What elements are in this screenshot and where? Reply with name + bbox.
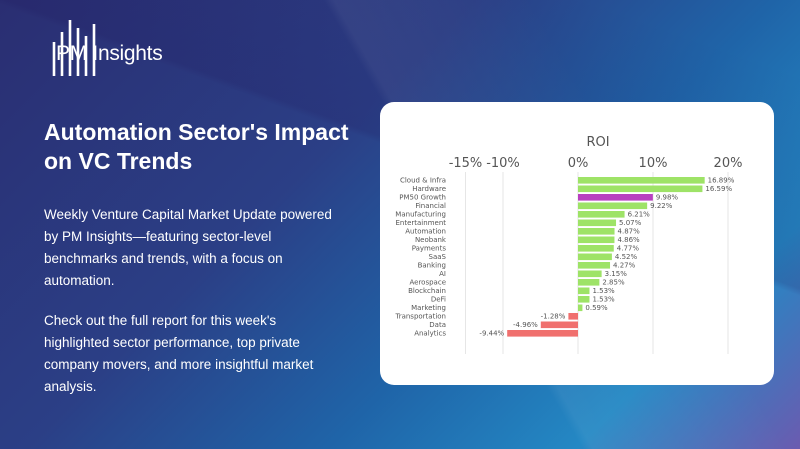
value-label: 1.53% <box>592 296 615 304</box>
category-label: DeFi <box>431 296 446 304</box>
category-label: Analytics <box>414 330 446 338</box>
bar <box>578 177 705 184</box>
brand-mark-icon <box>52 20 96 76</box>
bar <box>578 228 615 235</box>
value-label: 4.27% <box>613 262 636 270</box>
bar <box>578 270 602 278</box>
value-label: 5.07% <box>619 219 642 227</box>
value-label: -4.96% <box>513 321 538 329</box>
value-label: 4.77% <box>617 245 640 253</box>
bar <box>578 279 600 286</box>
value-label: 6.21% <box>628 211 651 219</box>
cta-paragraph: Check out the full report for this week'… <box>44 313 314 394</box>
brand-name: PM Insights <box>56 42 163 65</box>
bar <box>578 194 653 201</box>
page-title: Automation Sector's Impact on VC Trends <box>44 119 349 174</box>
category-label: Transportation <box>394 313 446 321</box>
bar <box>578 185 703 193</box>
category-label: Financial <box>415 202 446 210</box>
value-label: 16.89% <box>708 177 735 185</box>
bar <box>578 236 615 244</box>
category-label: Payments <box>412 245 447 253</box>
value-label: 9.22% <box>650 202 673 210</box>
tick-label: 10% <box>639 156 668 171</box>
bar <box>578 219 617 227</box>
category-label: Cloud & Infra <box>400 177 446 185</box>
value-label: 4.52% <box>615 253 638 261</box>
category-label: Data <box>429 321 446 329</box>
category-label: Blockchain <box>408 287 446 295</box>
tick-label: -15% <box>449 156 483 171</box>
brand-logo <box>52 18 312 78</box>
value-label: 4.86% <box>617 236 640 244</box>
bar <box>578 202 648 210</box>
bar <box>578 304 583 312</box>
bar <box>578 245 614 252</box>
roi-bar-chart: ROI -15% -10% 0% 10% 20% Cloud & InfraHardwa… <box>394 135 743 354</box>
category-label: Marketing <box>411 304 446 312</box>
category-label: Aerospace <box>409 279 446 287</box>
bar <box>578 211 625 218</box>
category-label: Neobank <box>415 236 447 244</box>
bar <box>578 262 611 269</box>
chart-card: ROI -15% -10% 0% 10% 20% Cloud & Infra Hardwa… <box>380 102 774 385</box>
axis-title: ROI <box>586 135 609 150</box>
category-label: AI <box>439 270 446 278</box>
category-label: SaaS <box>429 253 447 261</box>
category-label: Manufacturing <box>395 211 446 219</box>
category-label: Hardware <box>412 185 446 193</box>
description-paragraph: Weekly Venture Capital Market Update pow… <box>44 207 332 288</box>
value-label: 3.15% <box>605 270 628 278</box>
category-label: Automation <box>405 228 446 236</box>
bar <box>540 321 578 329</box>
category-label: Banking <box>418 262 446 270</box>
bar <box>507 330 578 337</box>
value-label: 2.85% <box>602 279 625 287</box>
bar <box>578 287 590 295</box>
category-label: PM50 Growth <box>399 194 446 202</box>
category-label: Entertainment <box>395 219 446 227</box>
value-label: 9.98% <box>656 194 679 202</box>
value-label: 16.59% <box>705 185 732 193</box>
bar <box>568 313 578 320</box>
value-label: 4.87% <box>618 228 641 236</box>
bar <box>578 296 590 303</box>
value-label: 0.59% <box>585 304 608 312</box>
tick-label: -10% <box>486 156 520 171</box>
tick-label: 0% <box>568 156 589 171</box>
value-label: 1.53% <box>592 287 615 295</box>
value-label: -1.28% <box>541 313 566 321</box>
tick-label: 20% <box>714 156 743 171</box>
bar <box>578 253 612 261</box>
value-label: -9.44% <box>479 330 504 338</box>
